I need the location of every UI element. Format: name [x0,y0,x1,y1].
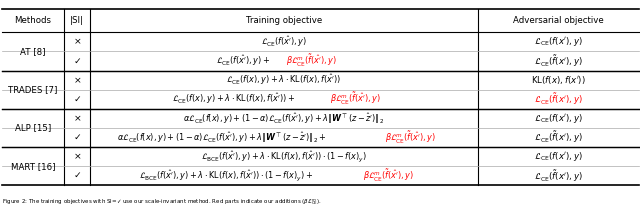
Text: $\mathcal{L}_{\mathrm{CE}}(\tilde{f}(x^{\prime}), y)$: $\mathcal{L}_{\mathrm{CE}}(\tilde{f}(x^{… [534,53,583,69]
Text: $\alpha\mathcal{L}_{\mathrm{CE}}(f(x), y) + (1-\alpha)\mathcal{L}_{\mathrm{CE}}(: $\alpha\mathcal{L}_{\mathrm{CE}}(f(x), y… [184,111,385,126]
Text: $\times$: $\times$ [73,75,81,85]
Text: ALP [15]: ALP [15] [15,124,51,133]
Text: $\mathcal{L}_{\mathrm{CE}}(f(\hat{x}^{\prime}), y)$: $\mathcal{L}_{\mathrm{CE}}(f(\hat{x}^{\p… [261,34,307,49]
Text: $\mathcal{L}_{\mathrm{BCE}}(f(\hat{x}^{\prime}), y) + \lambda \cdot \mathrm{KL}(: $\mathcal{L}_{\mathrm{BCE}}(f(\hat{x}^{\… [201,149,367,164]
Text: $\checkmark$: $\checkmark$ [73,171,81,180]
Text: AT [8]: AT [8] [20,47,45,56]
Text: $\mathcal{L}_{\mathrm{CE}}(f(\hat{x}^{\prime}), y) + $: $\mathcal{L}_{\mathrm{CE}}(f(\hat{x}^{\p… [216,54,270,68]
Text: $\mathcal{L}_{\mathrm{CE}}(f(x^{\prime}), y)$: $\mathcal{L}_{\mathrm{CE}}(f(x^{\prime})… [534,35,583,48]
Text: $\beta\mathcal{L}_{\mathrm{CE}}^{m}(\tilde{f}(\hat{x}^{\prime}), y)$: $\beta\mathcal{L}_{\mathrm{CE}}^{m}(\til… [330,91,381,107]
Text: $\beta\mathcal{L}_{\mathrm{CE}}^{m}(\tilde{f}(\hat{x}^{\prime}), y)$: $\beta\mathcal{L}_{\mathrm{CE}}^{m}(\til… [385,129,436,145]
Text: $\mathcal{L}_{\mathrm{CE}}(f(x), y) + \lambda \cdot \mathrm{KL}(f(x), f(\hat{x}^: $\mathcal{L}_{\mathrm{CE}}(f(x), y) + \l… [227,73,341,87]
Text: $\mathcal{L}_{\mathrm{CE}}(\tilde{f}(x^{\prime}), y)$: $\mathcal{L}_{\mathrm{CE}}(\tilde{f}(x^{… [534,130,583,145]
Text: $\beta\mathcal{L}_{\mathrm{CE}}^{m}(\tilde{f}(\hat{x}^{\prime}), y)$: $\beta\mathcal{L}_{\mathrm{CE}}^{m}(\til… [363,168,414,184]
Text: $\mathcal{L}_{\mathrm{CE}}(f(x^{\prime}), y)$: $\mathcal{L}_{\mathrm{CE}}(f(x^{\prime})… [534,150,583,163]
Text: $\times$: $\times$ [73,152,81,161]
Text: $\beta\mathcal{L}_{\mathrm{CE}}^{m}(\tilde{f}(\hat{x}^{\prime}), y)$: $\beta\mathcal{L}_{\mathrm{CE}}^{m}(\til… [286,53,337,69]
Text: $\mathrm{KL}(f(x), f(x^{\prime}))$: $\mathrm{KL}(f(x), f(x^{\prime}))$ [531,74,586,86]
Text: $\times$: $\times$ [73,37,81,47]
Text: TRADES [7]: TRADES [7] [8,85,58,94]
Text: $\times$: $\times$ [73,114,81,123]
Text: $\mathcal{L}_{\mathrm{CE}}(f(x), y) + \lambda \cdot \mathrm{KL}(f(x), f(\hat{x}^: $\mathcal{L}_{\mathrm{CE}}(f(x), y) + \l… [172,92,295,107]
Text: $\mathcal{L}_{\mathrm{CE}}(f(x^{\prime}), y)$: $\mathcal{L}_{\mathrm{CE}}(f(x^{\prime})… [534,112,583,125]
Text: Adversarial objective: Adversarial objective [513,16,604,25]
Text: $\mathcal{L}_{\mathrm{BCE}}(f(\hat{x}^{\prime}), y) + \lambda \cdot \mathrm{KL}(: $\mathcal{L}_{\mathrm{BCE}}(f(\hat{x}^{\… [140,168,313,183]
Text: $\checkmark$: $\checkmark$ [73,56,81,65]
Text: $\mathcal{L}_{\mathrm{CE}}(\tilde{f}(x^{\prime}), y)$: $\mathcal{L}_{\mathrm{CE}}(\tilde{f}(x^{… [534,91,583,107]
Text: Training objective: Training objective [246,16,322,25]
Text: $\alpha\mathcal{L}_{\mathrm{CE}}(f(x), y) + (1-\alpha)\mathcal{L}_{\mathrm{CE}}(: $\alpha\mathcal{L}_{\mathrm{CE}}(f(x), y… [116,130,326,145]
Text: Figure 2: The training objectives with SI=$\checkmark$ use our scale-invariant m: Figure 2: The training objectives with S… [2,197,322,207]
Text: $\checkmark$: $\checkmark$ [73,133,81,142]
Text: $\checkmark$: $\checkmark$ [73,95,81,104]
Text: $\mathcal{L}_{\mathrm{CE}}(\tilde{f}(x^{\prime}), y)$: $\mathcal{L}_{\mathrm{CE}}(\tilde{f}(x^{… [534,168,583,184]
Text: Methods: Methods [15,16,51,25]
Text: MART [16]: MART [16] [11,162,55,171]
Text: |SI|: |SI| [70,16,84,25]
